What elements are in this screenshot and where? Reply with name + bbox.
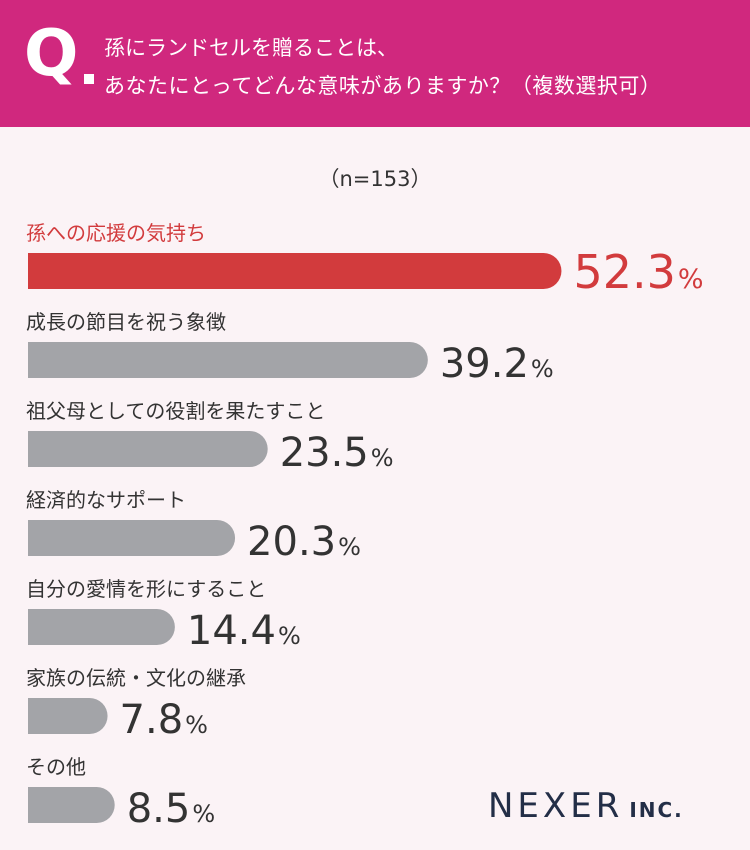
category-label: 孫への応援の気持ち (26, 221, 206, 245)
logo-main-text: NEXER (488, 786, 624, 826)
question-mark-dot (84, 74, 94, 84)
question-mark: Q (24, 17, 79, 91)
value-label: 52.3% (573, 245, 703, 299)
category-label: 家族の伝統・文化の継承 (26, 666, 246, 690)
company-logo: NEXER INC. (488, 786, 684, 826)
category-label: その他 (26, 755, 86, 779)
bar (28, 698, 108, 734)
category-label: 祖父母としての役割を果たすこと (26, 399, 325, 423)
category-label: 経済的なサポート (26, 488, 186, 512)
bar (28, 609, 175, 645)
sample-size-label: （n=153） (318, 167, 432, 191)
bar (28, 253, 562, 289)
value-label: 20.3% (247, 519, 361, 565)
value-label: 7.8% (120, 697, 208, 743)
bar (28, 787, 115, 823)
value-label: 39.2% (440, 341, 554, 387)
bar (28, 431, 268, 467)
bar (28, 342, 428, 378)
value-label: 14.4% (187, 608, 301, 654)
bar (28, 520, 236, 556)
question-header: Q 孫にランドセルを贈ることは、 あなたにとってどんな意味がありますか？（複数選… (0, 0, 750, 127)
question-text-line2: あなたにとってどんな意味がありますか？（複数選択可） (104, 74, 662, 98)
value-label: 23.5% (280, 430, 394, 476)
category-label: 成長の節目を祝う象徴 (26, 310, 226, 334)
value-label: 8.5% (127, 786, 215, 832)
category-label: 自分の愛情を形にすること (26, 577, 266, 601)
logo-sub-text: INC. (629, 798, 684, 822)
question-text-line1: 孫にランドセルを贈ることは、 (104, 36, 398, 60)
